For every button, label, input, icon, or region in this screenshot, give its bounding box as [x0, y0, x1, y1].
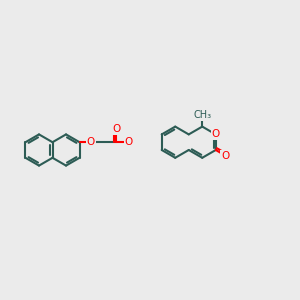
Text: O: O: [124, 137, 133, 147]
Text: O: O: [112, 124, 120, 134]
Text: O: O: [87, 137, 95, 147]
Text: O: O: [212, 129, 220, 140]
Text: O: O: [221, 151, 230, 161]
Text: CH₃: CH₃: [193, 110, 211, 120]
